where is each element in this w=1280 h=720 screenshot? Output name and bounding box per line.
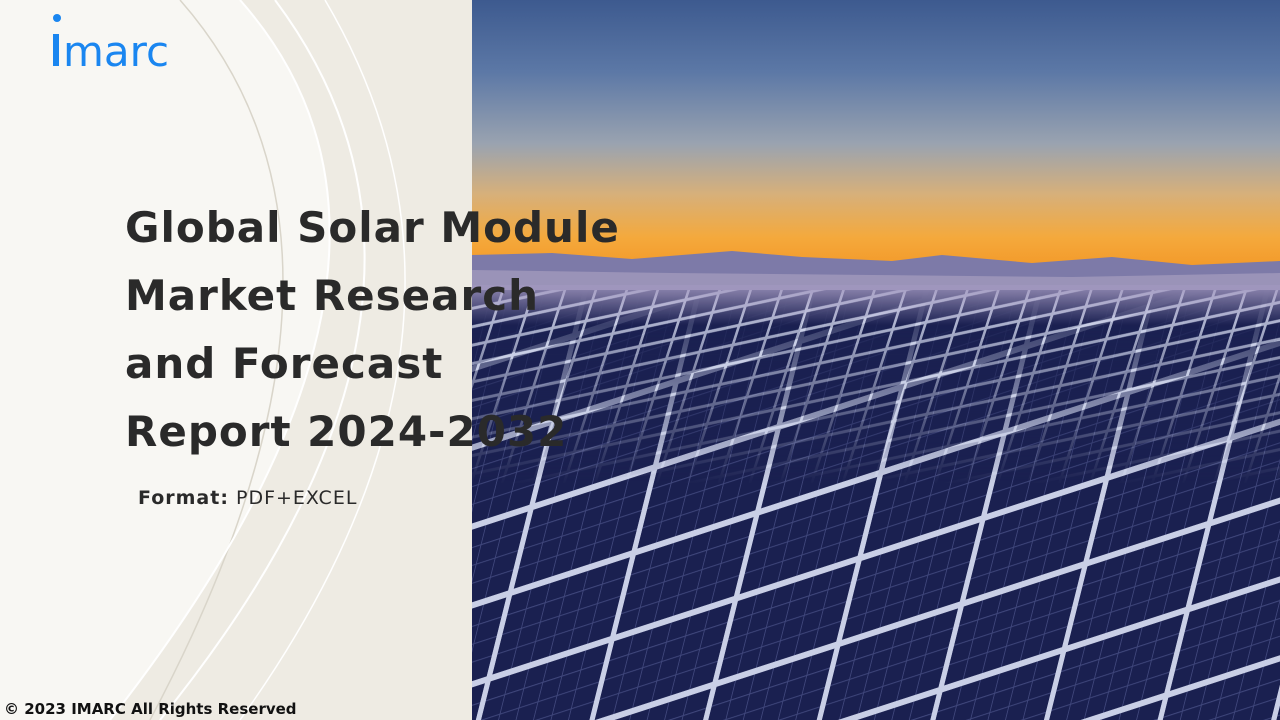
format-info: Format: PDF+EXCEL bbox=[138, 487, 357, 509]
solar-farm-photo bbox=[472, 0, 1280, 720]
copyright: © 2023 IMARC All Rights Reserved bbox=[4, 700, 297, 718]
solar-panels bbox=[472, 290, 1280, 720]
left-panel bbox=[0, 0, 472, 720]
svg-text:marc: marc bbox=[63, 27, 169, 72]
imarc-logo: marc bbox=[50, 12, 195, 76]
report-title: Global Solar Module Market Research and … bbox=[125, 203, 620, 456]
format-value: PDF+EXCEL bbox=[235, 487, 358, 509]
format-label: Format: bbox=[138, 487, 229, 509]
horizon-haze bbox=[472, 285, 1280, 325]
decorative-arcs bbox=[109, 0, 472, 720]
